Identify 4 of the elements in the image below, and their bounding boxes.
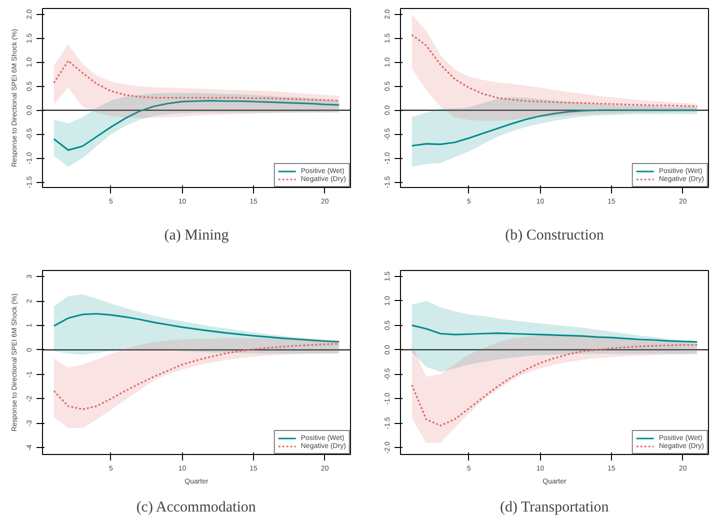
text: (c) Accommodation — [136, 500, 256, 516]
text: (b) Construction — [505, 228, 604, 244]
text: (d) Transportation — [500, 500, 610, 516]
text: (a) Mining — [164, 228, 230, 244]
